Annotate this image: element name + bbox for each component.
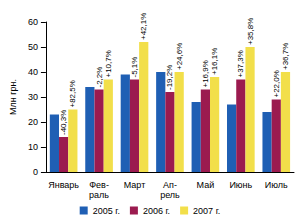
svg-text:-5,1%: -5,1% bbox=[130, 57, 139, 78]
svg-text:10: 10 bbox=[28, 142, 38, 152]
svg-text:-19,2%: -19,2% bbox=[165, 65, 174, 90]
svg-text:+37,3%: +37,3% bbox=[236, 50, 245, 77]
svg-text:Млн грн.: Млн грн. bbox=[8, 79, 18, 115]
svg-text:Июнь: Июнь bbox=[229, 180, 252, 190]
svg-text:+35,8%: +35,8% bbox=[246, 18, 255, 45]
svg-text:+10,7%: +10,7% bbox=[104, 50, 113, 77]
svg-text:+36,7%: +36,7% bbox=[281, 43, 290, 70]
svg-text:+42,1%: +42,1% bbox=[139, 13, 148, 40]
svg-text:+22,0%: +22,0% bbox=[272, 70, 281, 97]
svg-text:+24,6%: +24,6% bbox=[175, 43, 184, 70]
svg-text:Ап-: Ап- bbox=[163, 180, 177, 190]
svg-text:Январь: Январь bbox=[48, 180, 79, 190]
svg-text:-40,3%: -40,3% bbox=[59, 110, 68, 135]
svg-text:20: 20 bbox=[28, 117, 38, 127]
svg-text:+16,9%: +16,9% bbox=[201, 60, 210, 87]
svg-text:50: 50 bbox=[28, 42, 38, 52]
svg-text:Март: Март bbox=[124, 180, 146, 190]
svg-text:+16,1%: +16,1% bbox=[210, 48, 219, 75]
svg-text:40: 40 bbox=[28, 67, 38, 77]
svg-text:Июль: Июль bbox=[265, 180, 288, 190]
svg-text:-2,2%: -2,2% bbox=[95, 67, 104, 88]
svg-text:60: 60 bbox=[28, 17, 38, 27]
svg-text:30: 30 bbox=[28, 92, 38, 102]
svg-text:Май: Май bbox=[197, 180, 215, 190]
svg-text:0: 0 bbox=[33, 167, 38, 177]
svg-text:Фев-: Фев- bbox=[89, 180, 109, 190]
svg-text:+82,5%: +82,5% bbox=[68, 80, 77, 107]
svg-text:2005 г.: 2005 г. bbox=[93, 206, 120, 216]
svg-text:2007 г.: 2007 г. bbox=[193, 206, 220, 216]
svg-text:рель: рель bbox=[160, 190, 180, 200]
svg-text:2006 г.: 2006 г. bbox=[143, 206, 170, 216]
svg-text:раль: раль bbox=[89, 190, 109, 200]
